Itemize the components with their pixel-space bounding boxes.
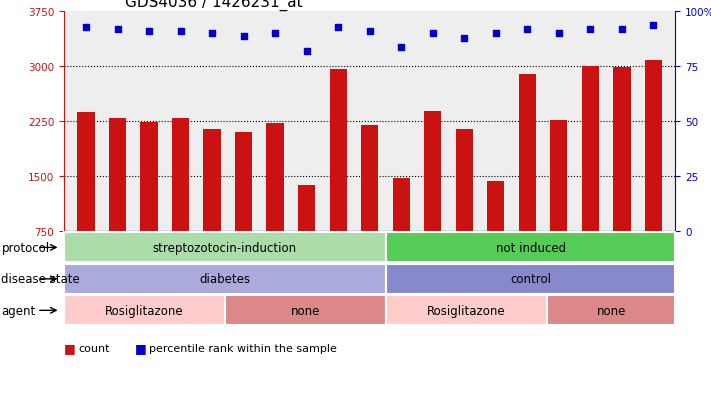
Point bbox=[648, 22, 659, 29]
Text: control: control bbox=[510, 273, 551, 286]
Point bbox=[395, 44, 407, 51]
Point bbox=[427, 31, 439, 38]
Text: agent: agent bbox=[1, 304, 36, 317]
Bar bbox=[582, 66, 599, 286]
Point bbox=[490, 31, 501, 38]
Bar bbox=[298, 185, 316, 286]
Bar bbox=[456, 130, 473, 286]
Point bbox=[584, 26, 596, 33]
Text: diabetes: diabetes bbox=[199, 273, 250, 286]
Point bbox=[206, 31, 218, 38]
Text: protocol: protocol bbox=[1, 241, 50, 254]
Bar bbox=[267, 124, 284, 286]
Point bbox=[364, 29, 375, 36]
Point bbox=[616, 26, 628, 33]
Text: Rosiglitazone: Rosiglitazone bbox=[427, 304, 506, 317]
Text: ■: ■ bbox=[135, 342, 147, 355]
Point bbox=[522, 26, 533, 33]
Bar bbox=[109, 119, 127, 286]
Point bbox=[459, 36, 470, 42]
Point bbox=[269, 31, 281, 38]
Point bbox=[175, 29, 186, 36]
Bar bbox=[141, 123, 158, 286]
Text: none: none bbox=[597, 304, 626, 317]
Bar bbox=[361, 126, 378, 286]
Text: not induced: not induced bbox=[496, 241, 566, 254]
Text: streptozotocin-induction: streptozotocin-induction bbox=[153, 241, 297, 254]
Point bbox=[553, 31, 565, 38]
Point bbox=[333, 24, 344, 31]
Text: GDS4036 / 1426231_at: GDS4036 / 1426231_at bbox=[125, 0, 303, 11]
Bar bbox=[487, 182, 505, 286]
Bar bbox=[424, 112, 442, 286]
Text: none: none bbox=[291, 304, 320, 317]
Bar bbox=[613, 68, 631, 286]
Bar bbox=[77, 112, 95, 286]
Bar bbox=[172, 119, 189, 286]
Point bbox=[112, 26, 123, 33]
Bar bbox=[329, 70, 347, 286]
Text: disease state: disease state bbox=[1, 273, 80, 286]
Bar bbox=[645, 61, 662, 286]
Bar bbox=[203, 130, 221, 286]
Text: count: count bbox=[78, 343, 109, 353]
Text: Rosiglitazone: Rosiglitazone bbox=[105, 304, 183, 317]
Point bbox=[238, 33, 250, 40]
Point bbox=[80, 24, 92, 31]
Text: ■: ■ bbox=[64, 342, 76, 355]
Text: percentile rank within the sample: percentile rank within the sample bbox=[149, 343, 337, 353]
Bar bbox=[518, 74, 536, 286]
Bar bbox=[550, 120, 567, 286]
Point bbox=[144, 29, 155, 36]
Point bbox=[301, 48, 312, 55]
Bar bbox=[392, 179, 410, 286]
Bar bbox=[235, 133, 252, 286]
